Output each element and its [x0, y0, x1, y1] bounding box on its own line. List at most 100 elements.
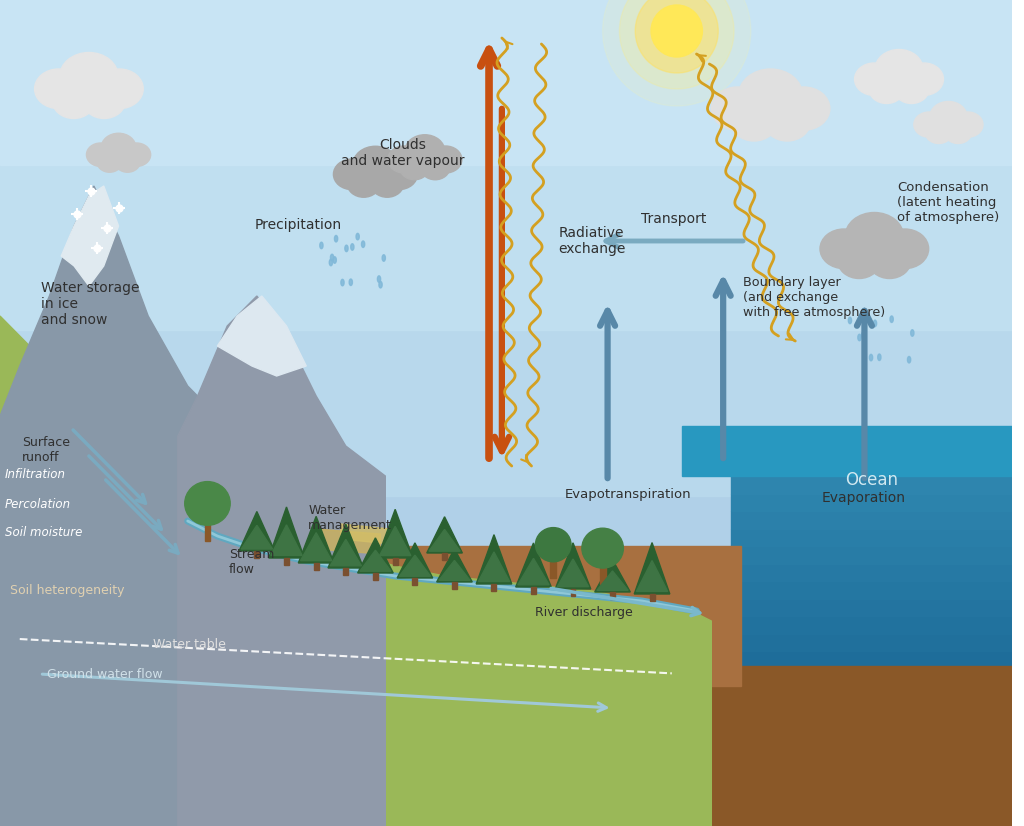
Bar — [0, 0, 1012, 165]
Ellipse shape — [907, 357, 910, 363]
Ellipse shape — [381, 159, 418, 190]
Polygon shape — [380, 526, 411, 556]
Polygon shape — [373, 573, 378, 580]
Ellipse shape — [101, 133, 136, 162]
Ellipse shape — [944, 120, 972, 144]
Ellipse shape — [878, 354, 881, 360]
Polygon shape — [413, 578, 418, 585]
Text: Water storage
in ice
and snow: Water storage in ice and snow — [42, 281, 140, 327]
Polygon shape — [328, 524, 364, 568]
Polygon shape — [610, 592, 615, 599]
Polygon shape — [378, 510, 413, 558]
Ellipse shape — [868, 73, 904, 103]
Ellipse shape — [858, 335, 861, 341]
Polygon shape — [595, 559, 631, 592]
Ellipse shape — [52, 81, 95, 118]
Ellipse shape — [421, 154, 450, 180]
Polygon shape — [531, 587, 536, 594]
Bar — [0, 165, 1012, 330]
Polygon shape — [0, 546, 741, 686]
Ellipse shape — [334, 159, 371, 190]
Ellipse shape — [855, 63, 894, 95]
Text: Condensation
(latent heating
of atmosphere): Condensation (latent heating of atmosphe… — [897, 181, 999, 224]
Ellipse shape — [347, 169, 381, 197]
Ellipse shape — [620, 0, 734, 89]
Polygon shape — [313, 563, 318, 570]
Ellipse shape — [838, 241, 881, 278]
Polygon shape — [731, 756, 1012, 773]
Polygon shape — [731, 686, 1012, 704]
Polygon shape — [731, 493, 1012, 511]
Ellipse shape — [603, 0, 751, 106]
Ellipse shape — [333, 257, 336, 263]
Ellipse shape — [730, 100, 777, 141]
Polygon shape — [393, 558, 397, 565]
Polygon shape — [439, 561, 470, 581]
Ellipse shape — [863, 311, 866, 317]
Polygon shape — [397, 543, 433, 578]
Ellipse shape — [82, 81, 126, 118]
Polygon shape — [0, 316, 712, 826]
Polygon shape — [597, 571, 628, 591]
Polygon shape — [731, 809, 1012, 826]
Polygon shape — [600, 566, 605, 584]
Text: River discharge: River discharge — [536, 606, 633, 619]
Polygon shape — [731, 791, 1012, 809]
Ellipse shape — [876, 50, 923, 89]
Polygon shape — [61, 186, 119, 286]
Polygon shape — [298, 516, 334, 563]
Polygon shape — [636, 561, 668, 591]
Polygon shape — [271, 525, 302, 555]
Text: Ground water flow: Ground water flow — [47, 668, 163, 681]
Polygon shape — [341, 524, 390, 544]
Ellipse shape — [341, 279, 344, 286]
Ellipse shape — [712, 87, 764, 131]
Polygon shape — [516, 543, 551, 587]
Text: Clouds
and water vapour: Clouds and water vapour — [341, 138, 465, 169]
Polygon shape — [452, 582, 457, 589]
Polygon shape — [731, 668, 1012, 686]
Ellipse shape — [777, 87, 829, 131]
Text: Evaporation: Evaporation — [822, 491, 906, 505]
Polygon shape — [682, 426, 1012, 476]
Ellipse shape — [115, 150, 140, 173]
Ellipse shape — [848, 317, 852, 324]
Text: Transport: Transport — [641, 212, 707, 226]
Ellipse shape — [371, 169, 404, 197]
Polygon shape — [442, 553, 447, 560]
Polygon shape — [427, 517, 463, 553]
Polygon shape — [254, 551, 259, 558]
Ellipse shape — [845, 212, 903, 261]
Polygon shape — [476, 534, 512, 584]
Text: Water
management: Water management — [308, 504, 392, 532]
Polygon shape — [731, 599, 1012, 616]
Polygon shape — [268, 507, 304, 558]
Polygon shape — [731, 546, 1012, 563]
Ellipse shape — [894, 73, 929, 103]
Ellipse shape — [904, 63, 943, 95]
Ellipse shape — [536, 528, 571, 562]
Ellipse shape — [651, 5, 702, 57]
Polygon shape — [731, 721, 1012, 738]
Ellipse shape — [388, 146, 421, 173]
Text: Boundary layer
(and exchange
with free atmosphere): Boundary layer (and exchange with free a… — [743, 276, 885, 319]
Ellipse shape — [867, 241, 911, 278]
Polygon shape — [330, 539, 361, 566]
Bar — [0, 661, 1012, 826]
Polygon shape — [478, 552, 510, 582]
Polygon shape — [300, 533, 332, 561]
Polygon shape — [550, 560, 556, 578]
Ellipse shape — [35, 69, 82, 108]
Polygon shape — [731, 581, 1012, 599]
Polygon shape — [205, 523, 210, 541]
Polygon shape — [357, 538, 393, 573]
Polygon shape — [649, 594, 654, 601]
Text: Infiltration: Infiltration — [5, 468, 66, 481]
Ellipse shape — [764, 100, 811, 141]
Ellipse shape — [95, 69, 143, 108]
Polygon shape — [731, 651, 1012, 668]
Ellipse shape — [184, 482, 230, 525]
Ellipse shape — [930, 102, 967, 132]
Ellipse shape — [123, 143, 151, 166]
Ellipse shape — [86, 143, 115, 166]
